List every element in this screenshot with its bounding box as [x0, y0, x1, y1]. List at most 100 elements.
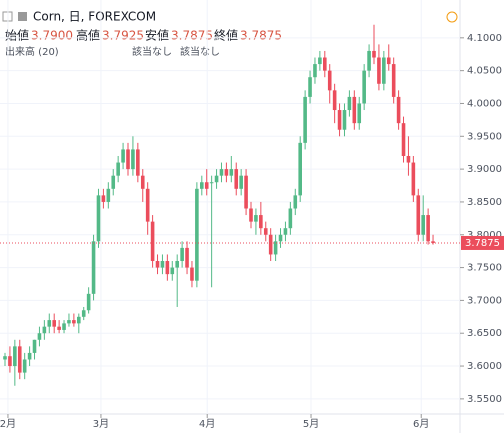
candle-body: [96, 195, 101, 242]
candle-body: [416, 195, 421, 235]
y-tick-label: 3.6500: [467, 328, 502, 339]
candle-body: [195, 188, 199, 281]
candle-body: [126, 149, 130, 170]
candle-body: [47, 320, 52, 327]
candle-body: [303, 96, 307, 143]
candle-body: [367, 50, 371, 71]
x-tick-label: 2月: [0, 418, 16, 430]
y-tick-label: 3.6000: [467, 361, 502, 372]
candle-body: [81, 310, 86, 317]
low-value: 3.7875: [171, 29, 213, 43]
y-tick-label: 3.8000: [467, 230, 502, 241]
candle-body: [239, 175, 243, 189]
symbol-title[interactable]: Corn, 日, FOREXCOM: [33, 10, 156, 24]
high-label: 高値: [76, 28, 100, 43]
candle-body: [426, 215, 430, 242]
last-price-label: 3.7875: [465, 238, 500, 249]
candle-body: [140, 175, 145, 189]
candle-body: [57, 326, 61, 330]
symbol-icon: [18, 12, 27, 21]
candle-body: [190, 267, 194, 281]
candle-body: [421, 215, 425, 235]
candle-body: [263, 228, 268, 235]
candle-body: [8, 356, 12, 367]
candle-body: [32, 339, 37, 353]
candle-body: [116, 162, 120, 176]
candle-body: [396, 96, 401, 124]
open-value: 3.7900: [31, 29, 73, 43]
candle-body: [278, 234, 283, 242]
volume-na: 該当なし: [132, 45, 172, 58]
candle-body: [165, 261, 170, 275]
candle-body: [52, 320, 56, 327]
candle-body: [327, 70, 332, 91]
candle-body: [254, 215, 258, 222]
candle-body: [204, 182, 209, 189]
y-tick-label: 3.5500: [467, 394, 502, 405]
warning-icon[interactable]: [446, 11, 458, 23]
candle-body: [313, 64, 317, 78]
x-tick-label: 4月: [199, 418, 215, 430]
candle-body: [175, 261, 179, 268]
candle-body: [42, 326, 47, 334]
candle-body: [77, 316, 81, 324]
candle-body: [283, 228, 288, 235]
candle-body: [229, 169, 234, 176]
candle-body: [332, 90, 337, 111]
volume-na: 該当なし: [180, 45, 220, 58]
candle-body: [308, 77, 312, 97]
candle-body: [386, 57, 391, 65]
y-tick-label: 3.7500: [467, 263, 502, 274]
candle-body: [3, 356, 7, 360]
candle-body: [185, 247, 189, 268]
candle-body: [273, 241, 278, 255]
candle-body: [136, 149, 140, 176]
candle-body: [17, 346, 22, 373]
y-tick-label: 3.9000: [467, 164, 502, 175]
y-tick-label: 3.8500: [467, 197, 502, 208]
candle-body: [347, 96, 352, 111]
close-value: 3.7875: [240, 29, 282, 43]
candle-body: [377, 57, 381, 84]
x-tick-label: 3月: [93, 418, 109, 430]
candle-body: [160, 261, 165, 268]
x-tick-label: 5月: [303, 418, 319, 430]
candle-body: [200, 182, 204, 189]
candle-body: [219, 169, 224, 176]
candle-body: [372, 50, 376, 58]
open-label: 始値: [5, 28, 29, 43]
candle-body: [249, 208, 253, 222]
candle-body: [170, 267, 175, 275]
candle-body: [411, 162, 416, 196]
candle-body: [37, 333, 42, 340]
candle-body: [27, 352, 32, 360]
candle-body: [337, 110, 342, 130]
candle-body: [431, 241, 435, 243]
candle-body: [362, 70, 366, 104]
low-label: 安値: [145, 28, 169, 43]
candle-body: [155, 261, 160, 268]
candle-body: [86, 293, 91, 311]
candle-body: [121, 149, 125, 163]
last-price-box: [461, 235, 504, 250]
candle-body: [352, 96, 357, 124]
candle-body: [401, 123, 406, 156]
candle-body: [224, 169, 229, 176]
candle-body: [62, 323, 66, 330]
candle-body: [145, 188, 150, 222]
candle-body: [13, 346, 17, 367]
volume-label[interactable]: 出来高 (20): [5, 45, 59, 58]
candle-body: [259, 215, 263, 229]
candle-body: [318, 57, 322, 65]
candle-body: [180, 247, 184, 262]
candle-body: [131, 149, 135, 170]
y-tick-label: 3.7000: [467, 295, 502, 306]
candle-body: [342, 110, 347, 130]
candle-body: [357, 103, 362, 124]
candle-body: [244, 175, 248, 209]
candle-body: [288, 208, 293, 229]
candle-body: [150, 221, 155, 262]
y-tick-label: 4.1000: [467, 33, 502, 44]
